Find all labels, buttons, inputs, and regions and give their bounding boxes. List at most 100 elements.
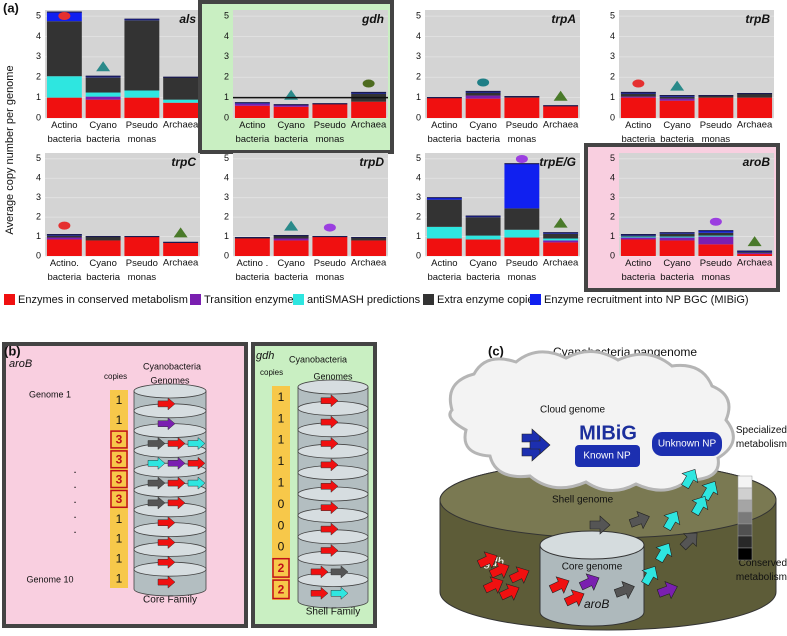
chart-title: trpA <box>551 12 576 26</box>
bar-segment <box>543 233 579 239</box>
text-line: Actino. <box>50 258 79 269</box>
gene-arrow <box>476 551 498 569</box>
x-tick-label: Cyano bacteria <box>86 258 121 283</box>
copies-value: 1 <box>278 454 285 468</box>
y-tick-label: 3 <box>36 51 41 61</box>
bar-segment <box>273 106 309 118</box>
copies-value: 1 <box>278 475 285 489</box>
marker <box>553 90 568 101</box>
bar-segment <box>620 96 656 98</box>
gene-arrow <box>187 476 206 490</box>
bar-segment <box>698 230 734 233</box>
bar-segment <box>465 92 501 96</box>
x-tick-label: Pseudo monas <box>700 120 732 145</box>
gene-arrow <box>578 573 600 591</box>
bar-segment <box>659 96 695 99</box>
bar-segment <box>737 253 773 255</box>
bar-segment <box>351 237 387 241</box>
text-line: bacteria <box>47 272 82 283</box>
y-tick-label: 2 <box>416 212 421 222</box>
copies-value: 1 <box>116 571 123 585</box>
bar-segment <box>46 97 82 118</box>
genomes-label: Genomes <box>313 371 353 381</box>
gene-arrow <box>320 501 339 515</box>
gene-arrow <box>320 543 339 558</box>
marker <box>284 220 299 231</box>
y-tick-label: 1 <box>224 231 229 241</box>
text-line: monas <box>128 272 157 283</box>
text-line: Pseudo <box>126 120 158 131</box>
x-tick-label: Archaea <box>543 258 579 269</box>
marker <box>58 221 71 230</box>
copies-value: 0 <box>278 518 285 532</box>
copies-value: 3 <box>116 452 123 466</box>
copies-value: 3 <box>116 433 123 447</box>
bar-segment <box>85 77 121 93</box>
family-label: Core Family <box>143 595 197 606</box>
gene-arrow <box>663 510 681 532</box>
y-tick-label: 2 <box>610 212 615 222</box>
marker <box>323 223 336 232</box>
x-tick-label: Archaea <box>737 120 773 131</box>
copies-value: 1 <box>278 390 285 404</box>
y-tick-label: 1 <box>36 92 41 102</box>
x-tick-label: Cyano bacteria <box>274 120 309 145</box>
text-line: Specialized <box>736 425 787 436</box>
ellipsis: . <box>73 462 76 476</box>
bar-segment <box>124 97 160 118</box>
gene-arrow <box>310 586 329 600</box>
bar-segment <box>737 254 773 256</box>
gene-arrow <box>157 575 176 589</box>
copies-value: 1 <box>278 433 285 447</box>
bar-segment <box>543 240 579 243</box>
gene-arrow <box>310 565 329 579</box>
copies-highlight <box>272 579 290 600</box>
gene-arrow <box>157 397 176 411</box>
text-line: Cyano <box>469 120 496 131</box>
y-tick-label: 3 <box>416 51 421 61</box>
bar-segment <box>620 237 656 240</box>
copies-highlight <box>110 430 128 449</box>
text-line: bacteria <box>621 272 656 283</box>
panel-label: (c) <box>488 343 504 358</box>
y-tick-label: 5 <box>36 10 41 20</box>
y-tick-label: 0 <box>416 250 421 260</box>
y-tick-label: 0 <box>36 250 41 260</box>
text-line: monas <box>508 134 537 145</box>
bar-segment <box>659 240 695 256</box>
gene-arrow <box>498 583 520 601</box>
copies-value: 0 <box>278 497 285 511</box>
legend-label: Enzymes in conserved metabolism <box>18 294 188 306</box>
y-tick-label: 0 <box>224 250 229 260</box>
chart-title: als <box>179 12 196 26</box>
y-tick-label: 0 <box>416 112 421 122</box>
gene-arrow <box>187 456 206 470</box>
legend-swatch <box>190 294 201 305</box>
gene-arrow <box>157 535 176 550</box>
bar-segment <box>85 99 121 118</box>
text-line: Actino . <box>237 258 269 269</box>
text-line: monas <box>508 272 537 283</box>
gene-arrow <box>656 581 678 600</box>
gene-arrow <box>320 458 339 472</box>
y-tick-label: 2 <box>610 72 615 82</box>
y-tick-label: 3 <box>224 51 229 61</box>
legend-label: antiSMASH predictions <box>307 294 421 306</box>
disk-top <box>297 379 369 395</box>
gene-arrow <box>167 476 186 490</box>
scale-label: Specialized metabolism <box>736 425 787 450</box>
bar-segment <box>620 236 656 238</box>
text-line: Conserved <box>739 558 787 569</box>
copies-label: copies <box>260 368 283 377</box>
bar-segment <box>124 90 160 98</box>
bar-segment <box>504 97 540 118</box>
text-line: bacteria <box>274 272 309 283</box>
legend-swatch <box>530 294 541 305</box>
text-line: bacteria <box>235 134 270 145</box>
y-tick-label: 3 <box>610 192 615 202</box>
text-line: monas <box>316 134 345 145</box>
bar-segment <box>85 92 121 97</box>
gene-arrow <box>147 476 166 490</box>
y-tick-label: 2 <box>36 212 41 222</box>
x-tick-label: Archaea <box>163 258 199 269</box>
